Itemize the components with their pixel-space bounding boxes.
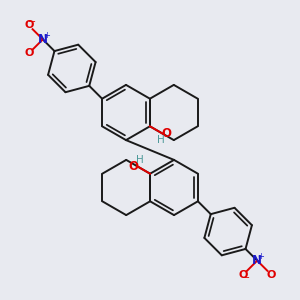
Text: O: O bbox=[161, 127, 172, 140]
Text: −: − bbox=[242, 273, 250, 283]
Text: N: N bbox=[252, 254, 262, 267]
Text: +: + bbox=[257, 252, 264, 261]
Text: O: O bbox=[24, 48, 34, 59]
Text: O: O bbox=[24, 20, 34, 30]
Text: −: − bbox=[28, 17, 36, 27]
Text: O: O bbox=[238, 270, 248, 280]
Text: O: O bbox=[128, 160, 139, 173]
Text: H: H bbox=[136, 155, 143, 165]
Text: H: H bbox=[157, 135, 164, 145]
Text: N: N bbox=[38, 33, 48, 46]
Text: O: O bbox=[266, 270, 276, 280]
Text: +: + bbox=[43, 31, 50, 40]
